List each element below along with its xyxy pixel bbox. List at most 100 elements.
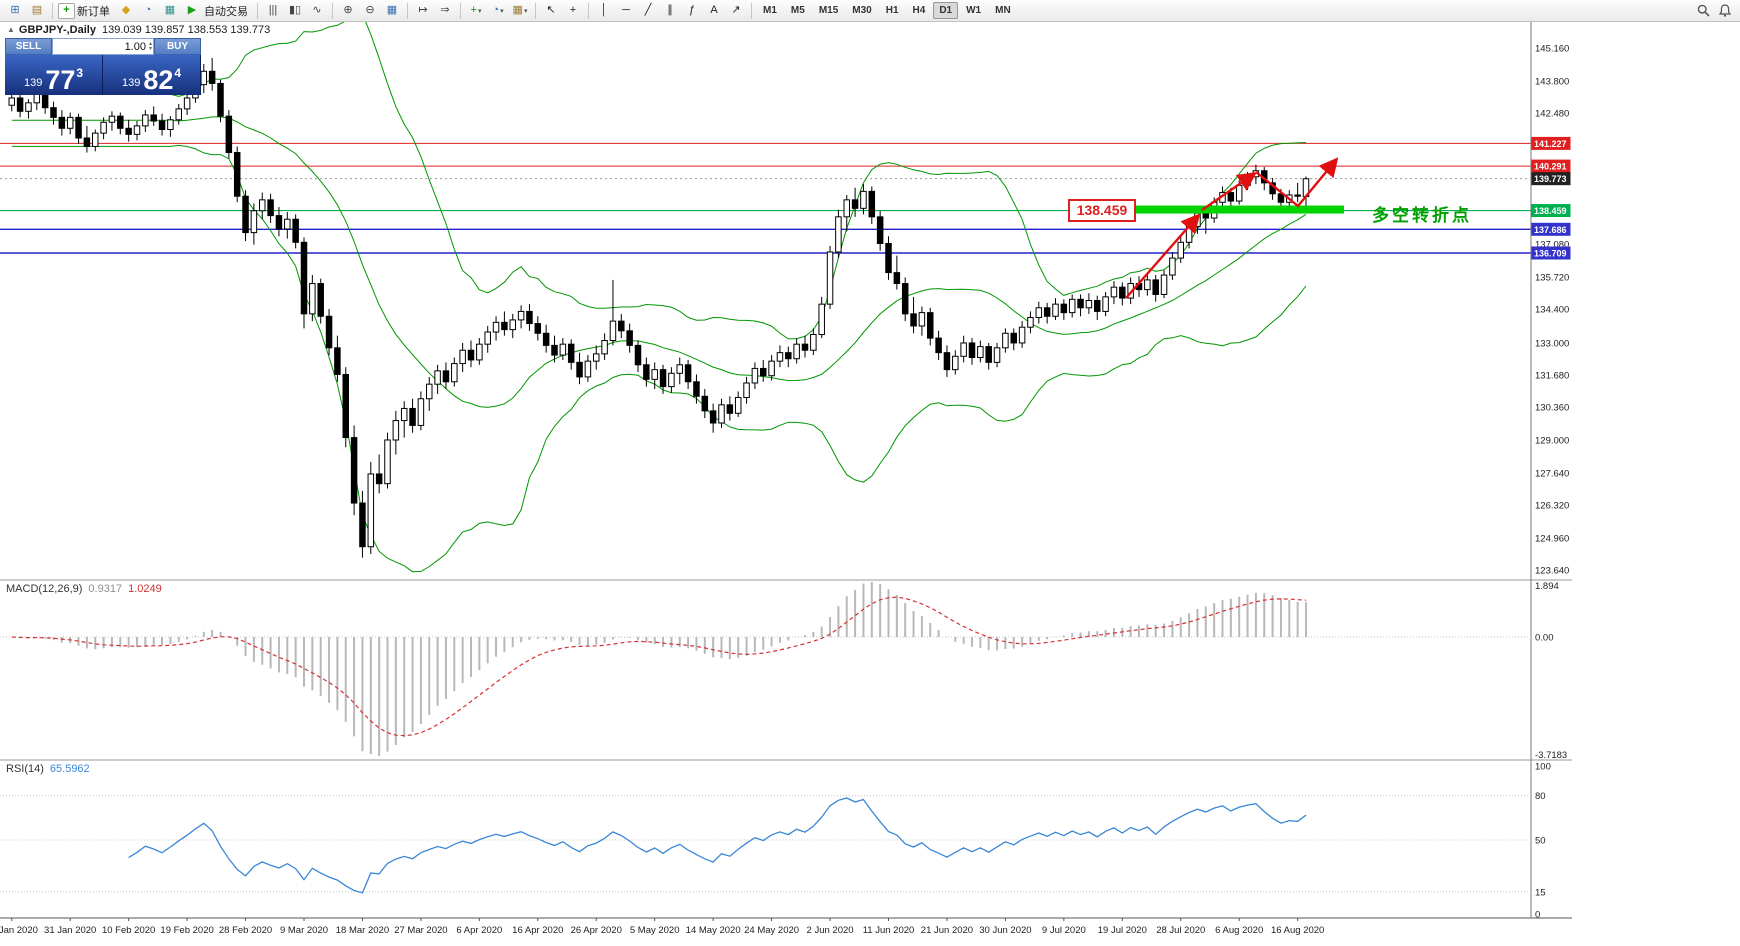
- timeframe-m1-button[interactable]: M1: [763, 5, 777, 16]
- search-icon[interactable]: [1693, 2, 1713, 20]
- zoom-in-icon[interactable]: ⊕: [343, 4, 353, 16]
- bar-chart-icon[interactable]: |||: [268, 4, 278, 16]
- timeframe-w1-button[interactable]: W1: [966, 5, 982, 16]
- svg-text:145.160: 145.160: [1535, 44, 1569, 55]
- svg-text:123.640: 123.640: [1535, 566, 1569, 577]
- svg-text:30 Jun 2020: 30 Jun 2020: [979, 925, 1031, 936]
- toolbar-separator: [332, 2, 333, 19]
- line-chart-icon[interactable]: ∿: [312, 4, 322, 16]
- zoom-out-icon[interactable]: ⊖: [365, 4, 375, 16]
- svg-text:138.459: 138.459: [1534, 206, 1567, 216]
- new-order-label[interactable]: 新订单: [77, 5, 110, 18]
- rsi-indicator-label: RSI(14) 65.5962: [6, 763, 90, 775]
- svg-text:0.00: 0.00: [1535, 633, 1554, 644]
- timeframe-m15-button[interactable]: M15: [818, 5, 839, 16]
- one-click-trading-panel: SELL 1.00 ▴ ▾ BUY 139 77 3 139 82 4: [5, 38, 201, 95]
- spin-up-icon[interactable]: ▴: [148, 40, 152, 47]
- tile-windows-icon[interactable]: ▦: [386, 4, 398, 16]
- drawings-layer: [1125, 157, 1344, 299]
- one-click-toggle-icon[interactable]: ▲: [7, 25, 15, 34]
- svg-text:6 Aug 2020: 6 Aug 2020: [1215, 925, 1263, 936]
- sell-price-frac: 3: [76, 66, 84, 80]
- horizontal-line-icon[interactable]: ─: [622, 4, 630, 16]
- svg-text:16 Apr 2020: 16 Apr 2020: [512, 925, 563, 936]
- buy-price-pips: 82: [143, 65, 174, 95]
- sell-price-pips: 77: [45, 65, 76, 95]
- svg-text:14 May 2020: 14 May 2020: [686, 925, 741, 936]
- svg-text:141.227: 141.227: [1534, 139, 1567, 149]
- new-order-icon[interactable]: +: [58, 2, 75, 19]
- chart-shift-icon[interactable]: ⇒: [440, 4, 450, 16]
- timeframe-mn-button[interactable]: MN: [995, 5, 1011, 16]
- profiles-icon[interactable]: ▤: [31, 4, 43, 16]
- timeframe-h1-button[interactable]: H1: [885, 5, 899, 16]
- arrows-tool-icon[interactable]: ↗: [731, 4, 741, 16]
- svg-text:137.686: 137.686: [1534, 225, 1567, 235]
- svg-text:80: 80: [1535, 791, 1546, 802]
- svg-text:124.960: 124.960: [1535, 533, 1569, 544]
- vertical-line-icon[interactable]: │: [600, 4, 608, 16]
- macd-indicator-label: MACD(12,26,9) 0.9317 1.0249: [6, 583, 162, 595]
- svg-text:2 Jun 2020: 2 Jun 2020: [807, 925, 854, 936]
- toolbar-separator: [460, 2, 461, 19]
- channel-icon[interactable]: ∥: [667, 4, 673, 16]
- new-chart-icon[interactable]: ⊞: [10, 4, 20, 16]
- toolbar-separator: [588, 2, 589, 19]
- svg-text:133.000: 133.000: [1535, 338, 1569, 349]
- strategy-tester-icon[interactable]: ◔: [144, 4, 152, 16]
- turning-point-annotation[interactable]: 多空转折点: [1372, 206, 1472, 225]
- timeframe-h4-button[interactable]: H4: [912, 5, 926, 16]
- fibonacci-icon[interactable]: ƒ: [688, 4, 696, 16]
- volume-input[interactable]: 1.00 ▴ ▾: [52, 38, 154, 55]
- rsi-value: 65.5962: [49, 763, 90, 775]
- sell-button[interactable]: SELL: [5, 38, 52, 55]
- svg-text:28 Feb 2020: 28 Feb 2020: [219, 925, 272, 936]
- svg-text:143.800: 143.800: [1535, 76, 1569, 87]
- crosshair-icon[interactable]: +: [569, 4, 577, 16]
- svg-text:129.000: 129.000: [1535, 435, 1569, 446]
- svg-text:10 Feb 2020: 10 Feb 2020: [102, 925, 155, 936]
- price-chart[interactable]: 145.160 143.800 142.480 137.080 135.720 134.4…: [0, 22, 1740, 946]
- svg-text:15: 15: [1535, 887, 1546, 898]
- svg-text:50: 50: [1535, 836, 1546, 847]
- cursor-icon[interactable]: ↖: [546, 4, 556, 16]
- macd-signal-value: 1.0249: [128, 583, 162, 595]
- svg-text:11 Jun 2020: 11 Jun 2020: [863, 925, 915, 936]
- support-price-callout[interactable]: 138.459: [1068, 199, 1136, 222]
- svg-text:22 Jan 2020: 22 Jan 2020: [0, 925, 38, 936]
- svg-text:140.291: 140.291: [1534, 162, 1567, 172]
- macd-main-value: 0.9317: [88, 583, 123, 595]
- svg-text:137.080: 137.080: [1535, 239, 1569, 250]
- svg-text:16 Aug 2020: 16 Aug 2020: [1271, 925, 1324, 936]
- buy-price-button[interactable]: 139 82 4: [103, 55, 201, 95]
- autotrading-label[interactable]: 自动交易: [204, 5, 248, 18]
- macd-name: MACD(12,26,9): [6, 583, 83, 595]
- svg-text:21 Jun 2020: 21 Jun 2020: [921, 925, 973, 936]
- buy-price-frac: 4: [174, 66, 182, 80]
- terminal-icon[interactable]: ▦: [164, 4, 176, 16]
- candle-chart-icon[interactable]: ▮▯: [288, 4, 302, 16]
- price-scale[interactable]: 145.160 143.800 142.480 137.080 135.720 134.4…: [1531, 44, 1571, 577]
- text-label-icon[interactable]: A: [710, 4, 718, 16]
- timeframe-m30-button[interactable]: M30: [852, 5, 872, 16]
- metaeditor-icon[interactable]: ◆: [121, 4, 131, 16]
- templates-icon[interactable]: ▦ ▾: [512, 4, 528, 16]
- indicators-list-icon[interactable]: + ▾: [470, 4, 482, 16]
- svg-text:126.320: 126.320: [1535, 500, 1569, 511]
- auto-scroll-icon[interactable]: ↦: [418, 4, 428, 16]
- sell-price-button[interactable]: 139 77 3: [5, 55, 103, 95]
- periods-icon[interactable]: ◔ ▾: [492, 4, 504, 16]
- svg-text:136.709: 136.709: [1534, 248, 1567, 258]
- timeframe-d1-button[interactable]: D1: [933, 2, 959, 19]
- alerts-icon[interactable]: [1715, 2, 1735, 20]
- timeframe-m5-button[interactable]: M5: [790, 5, 805, 16]
- svg-text:6 Apr 2020: 6 Apr 2020: [456, 925, 502, 936]
- buy-button[interactable]: BUY: [154, 38, 201, 55]
- volume-spinner[interactable]: ▴ ▾: [148, 40, 152, 52]
- svg-text:130.360: 130.360: [1535, 402, 1569, 413]
- autotrading-icon[interactable]: ▶: [187, 4, 197, 16]
- time-axis[interactable]: 22 Jan 2020 31 Jan 2020 10 Feb 2020 19 Feb …: [0, 918, 1324, 936]
- spin-down-icon[interactable]: ▾: [148, 45, 152, 52]
- trendline-icon[interactable]: ╱: [644, 4, 652, 16]
- svg-text:19 Jul 2020: 19 Jul 2020: [1098, 925, 1147, 936]
